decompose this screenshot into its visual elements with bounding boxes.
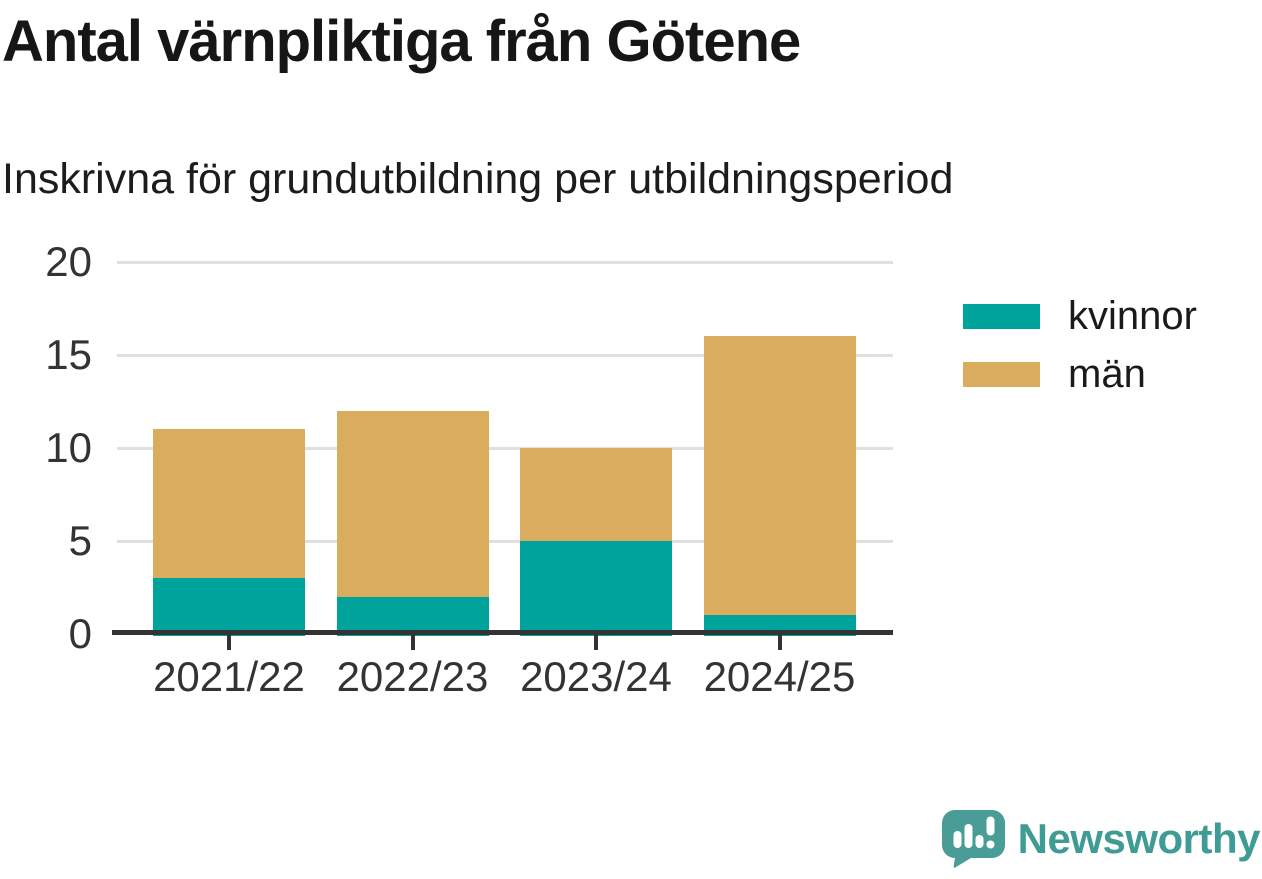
- bar-2021-22-kvinnor: [153, 578, 305, 636]
- bar-2023-24-kvinnor: [520, 541, 672, 636]
- y-tick-label-15: 15: [45, 331, 92, 378]
- x-tick-label-2021-22: 2021/22: [153, 653, 305, 700]
- gridline-5: [117, 539, 893, 543]
- legend-label-kvinnor: kvinnor: [1068, 293, 1197, 338]
- legend-swatch-kvinnor: [963, 303, 1040, 329]
- x-tick-label-2022-23: 2022/23: [336, 653, 489, 700]
- x-tick-label-2023-24: 2023/24: [520, 653, 672, 700]
- x-tick-2024-25: [777, 635, 782, 650]
- legend-label-män: män: [1068, 351, 1146, 396]
- newsworthy-logo: Newsworthy: [941, 810, 1261, 868]
- bar-2024-25-män: [703, 336, 856, 616]
- legend-swatch-män: [963, 361, 1040, 387]
- newsworthy-icon: [941, 810, 1005, 868]
- y-tick-label-10: 10: [45, 424, 92, 471]
- y-tick-label-20: 20: [45, 238, 92, 285]
- chart-title: Antal värnpliktiga från Götene: [2, 9, 801, 74]
- gridline-10: [117, 446, 893, 450]
- y-tick-label-5: 5: [68, 517, 92, 564]
- bar-2022-23-kvinnor: [336, 596, 489, 636]
- bar-2021-22-män: [153, 429, 305, 579]
- chart-subtitle: Inskrivna för grundutbildning per utbild…: [2, 155, 954, 203]
- legend-item-kvinnor: kvinnor: [963, 294, 1197, 338]
- x-tick-label-2024-25: 2024/25: [703, 653, 856, 700]
- x-tick-2023-24: [594, 635, 598, 650]
- x-axis-line: [112, 630, 893, 635]
- x-tick-2021-22: [227, 635, 231, 650]
- x-tick-2022-23: [410, 635, 415, 650]
- gridline-15: [117, 353, 893, 357]
- newsworthy-wordmark: Newsworthy: [1017, 815, 1261, 862]
- bar-2022-23-män: [336, 410, 489, 597]
- gridline-20: [117, 260, 893, 264]
- y-tick-label-0: 0: [68, 610, 92, 657]
- legend-item-män: män: [963, 352, 1146, 396]
- bar-2023-24-män: [520, 448, 672, 541]
